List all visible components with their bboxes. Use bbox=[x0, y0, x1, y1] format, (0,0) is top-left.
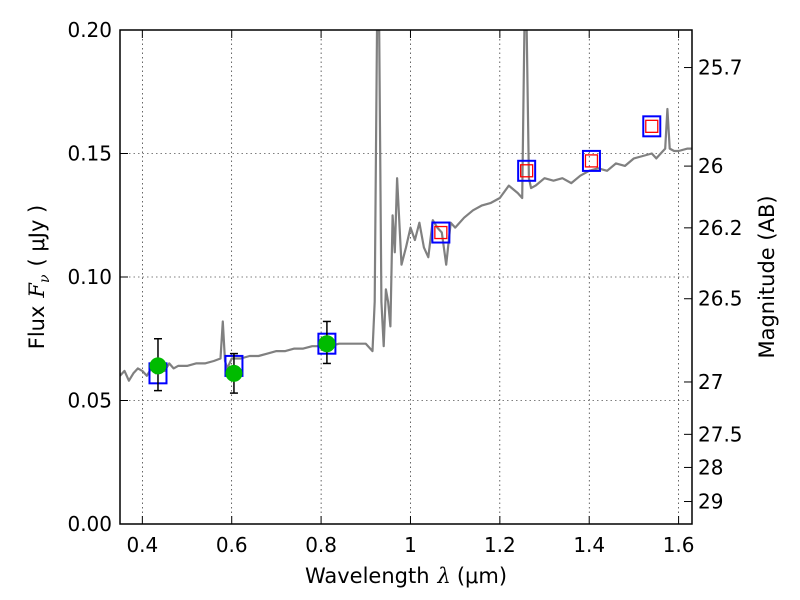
y-tick-label: 0.15 bbox=[67, 142, 112, 166]
observed-point bbox=[318, 335, 336, 353]
observed-point bbox=[225, 364, 243, 382]
y2-tick-label: 25.7 bbox=[698, 56, 743, 80]
x-tick-label: 1.2 bbox=[484, 533, 516, 557]
x-tick-label: 1 bbox=[404, 533, 417, 557]
model-photometry-point bbox=[642, 115, 662, 138]
observed-square-point bbox=[520, 164, 534, 178]
plot-area bbox=[120, 30, 692, 382]
y2-tick-label: 28 bbox=[698, 455, 723, 479]
grid bbox=[120, 30, 692, 524]
x-tick-label: 0.6 bbox=[216, 533, 248, 557]
observed-square-point bbox=[434, 225, 448, 240]
x-tick-label: 0.4 bbox=[126, 533, 158, 557]
y-tick-label: 0.20 bbox=[67, 18, 112, 42]
y-tick-label: 0.10 bbox=[67, 265, 112, 289]
y2-tick-label: 26 bbox=[698, 154, 723, 178]
y-tick-label: 0.05 bbox=[67, 389, 112, 413]
x-tick-label: 1.4 bbox=[573, 533, 605, 557]
ticks bbox=[120, 29, 692, 525]
observed-square-point bbox=[584, 154, 599, 168]
y-tick-label: 0.00 bbox=[67, 512, 112, 536]
x-tick-label: 0.8 bbox=[305, 533, 337, 557]
observed-point bbox=[149, 357, 167, 375]
x-tick-label: 1.6 bbox=[663, 533, 695, 557]
y2-tick-label: 27 bbox=[698, 370, 723, 394]
y2-tick-label: 26.5 bbox=[698, 287, 743, 311]
y2-tick-label: 27.5 bbox=[698, 422, 743, 446]
spectrum-line bbox=[120, 30, 692, 382]
model-photometry-point bbox=[581, 149, 601, 172]
y2-axis-title: Magnitude (AB) bbox=[755, 195, 779, 358]
y2-tick-label: 26.2 bbox=[698, 216, 743, 240]
model-photometry-point bbox=[431, 221, 451, 244]
y2-tick-label: 29 bbox=[698, 490, 723, 514]
y-axis-title: FluxFν( μJy ) bbox=[25, 205, 53, 349]
observed-square-point bbox=[645, 119, 659, 133]
markers bbox=[148, 115, 662, 394]
x-axis-title: Wavelength λ (μm) bbox=[305, 564, 507, 588]
model-photometry-point bbox=[517, 159, 537, 182]
tick-labels: 0.4 0.6 0.8 1 1.2 1.4 1.6 0.00 0.05 0.10 0.15 0.20 2… bbox=[67, 18, 742, 557]
